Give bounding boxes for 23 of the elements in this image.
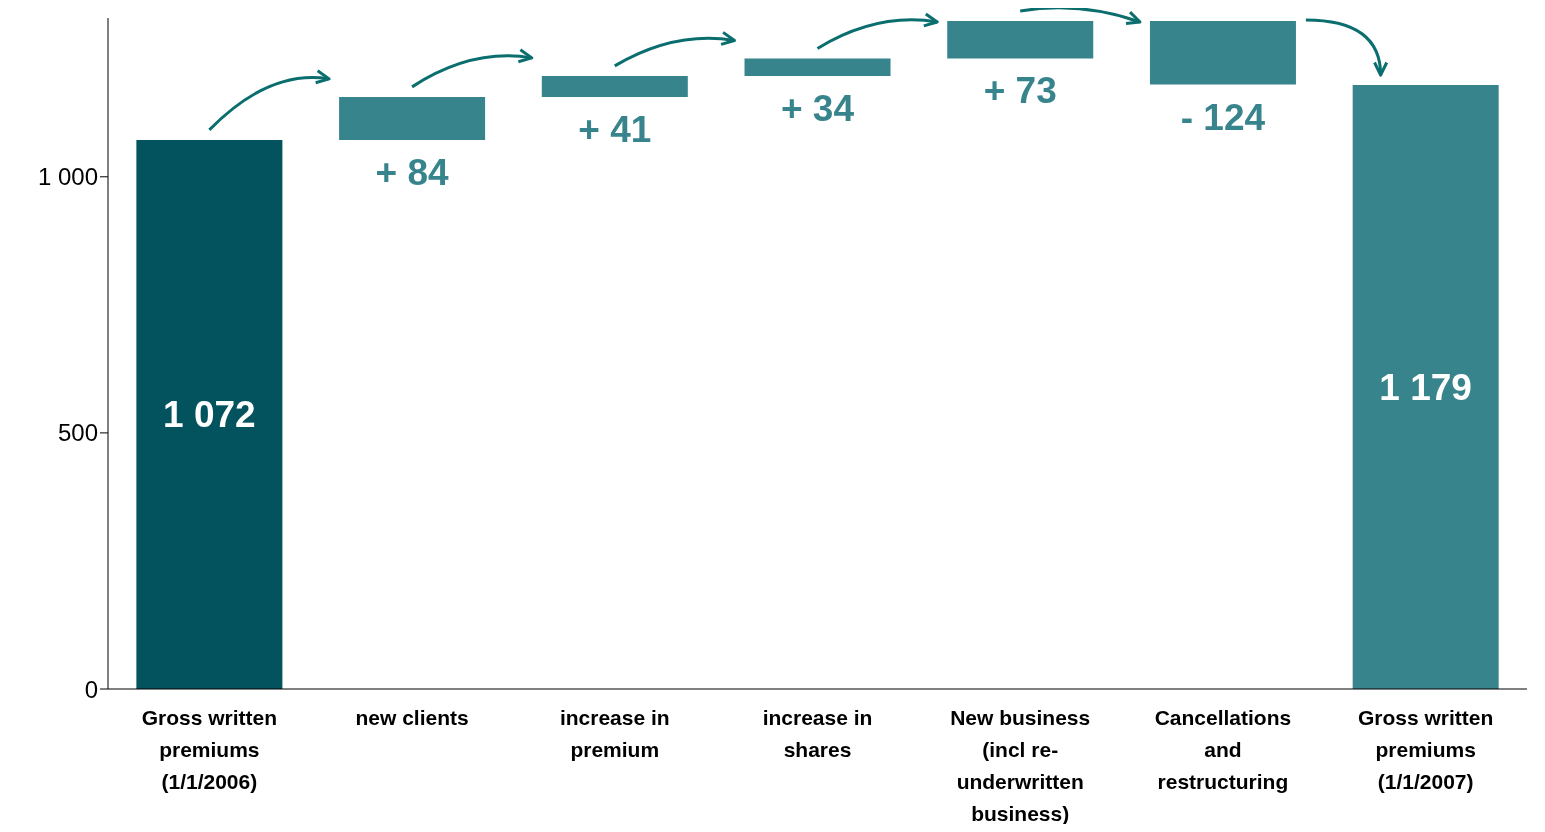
data-label: + 84: [375, 151, 450, 193]
data-label: + 73: [983, 70, 1057, 112]
data-label: 1 179: [1379, 367, 1472, 409]
bar: [1352, 85, 1499, 689]
x-tick-label: Gross written premiums (1/1/2006): [141, 706, 278, 793]
x-tick-label: increase in shares: [762, 706, 873, 761]
bar: [947, 21, 1094, 59]
data-label: - 124: [1180, 96, 1266, 138]
y-tick-label: 500: [57, 419, 98, 447]
bar: [744, 58, 891, 76]
bar: [541, 75, 688, 97]
y-tick-label: 1 000: [37, 163, 98, 191]
bar: [1149, 21, 1296, 85]
y-tick-label: 0: [84, 675, 98, 703]
bar: [136, 139, 283, 689]
x-tick-label: Gross written premiums (1/1/2007): [1357, 706, 1494, 793]
x-tick-label: Cancellations and restructuring: [1154, 706, 1292, 793]
x-tick-label: increase in premium: [559, 706, 670, 761]
data-label: + 41: [578, 108, 652, 150]
data-label: 1 072: [163, 394, 256, 436]
data-label: + 34: [781, 87, 855, 129]
bar: [339, 96, 486, 140]
x-tick-label: new clients: [355, 706, 469, 729]
